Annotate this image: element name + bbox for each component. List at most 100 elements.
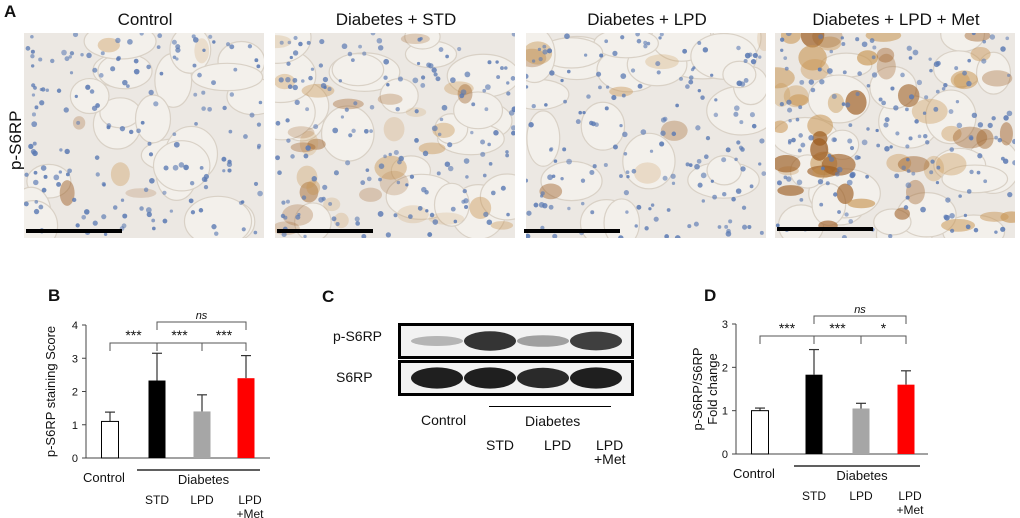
- nucleus: [178, 162, 185, 168]
- bar-lpd-met: [897, 384, 915, 454]
- stain-patch: [757, 33, 766, 52]
- nucleus: [318, 196, 324, 203]
- nucleus: [30, 148, 37, 155]
- nucleus: [148, 152, 154, 157]
- nucleus: [169, 209, 174, 213]
- nucleus: [211, 224, 217, 230]
- tubule: [479, 173, 515, 221]
- nucleus: [659, 33, 664, 37]
- stain-patch: [526, 48, 547, 68]
- nucleus: [671, 131, 677, 137]
- nucleus: [197, 72, 202, 78]
- nucleus: [101, 214, 107, 220]
- nucleus: [640, 129, 647, 135]
- nucleus: [461, 199, 466, 204]
- stain-patch: [775, 120, 788, 134]
- nucleus: [761, 171, 766, 176]
- nucleus: [713, 112, 719, 118]
- nucleus: [345, 160, 351, 166]
- tubule: [433, 182, 470, 227]
- nucleus: [948, 109, 954, 114]
- nucleus: [728, 219, 733, 224]
- nucleus: [528, 122, 534, 128]
- nucleus: [211, 80, 216, 86]
- nucleus: [841, 102, 846, 106]
- nucleus: [84, 209, 90, 215]
- nucleus: [94, 155, 100, 160]
- nucleus: [670, 173, 676, 179]
- band-p-s6rp-lane-2: [464, 331, 516, 351]
- nucleus: [277, 170, 282, 176]
- stain-patch: [898, 84, 920, 108]
- nucleus: [759, 230, 764, 235]
- x-label-std: STD: [145, 493, 169, 507]
- tubule: [404, 33, 441, 50]
- tubule: [580, 101, 626, 151]
- nucleus: [589, 169, 595, 175]
- nucleus: [214, 231, 219, 236]
- nucleus: [338, 79, 343, 83]
- tubule: [331, 53, 385, 87]
- nucleus: [229, 92, 235, 97]
- nucleus: [1005, 36, 1010, 41]
- nucleus: [564, 33, 570, 40]
- nucleus: [903, 205, 909, 210]
- nucleus: [526, 210, 532, 216]
- nucleus: [285, 199, 290, 204]
- nucleus: [34, 200, 39, 204]
- nucleus: [905, 107, 909, 112]
- nucleus: [542, 44, 547, 49]
- nucleus: [799, 79, 805, 85]
- nucleus: [419, 36, 423, 41]
- nucleus: [637, 83, 643, 89]
- nucleus: [31, 93, 36, 97]
- nucleus: [58, 170, 63, 174]
- band-p-s6rp-lane-1: [411, 336, 463, 346]
- nucleus: [115, 56, 121, 62]
- nucleus: [1000, 46, 1006, 52]
- nucleus: [294, 99, 300, 106]
- nucleus: [884, 146, 890, 152]
- nucleus: [779, 102, 784, 107]
- nucleus: [470, 130, 474, 135]
- nucleus: [969, 136, 974, 141]
- nucleus: [233, 67, 238, 72]
- nucleus: [414, 138, 419, 143]
- nucleus: [417, 205, 423, 211]
- nucleus: [741, 205, 747, 210]
- nucleus: [567, 206, 571, 211]
- nucleus: [171, 39, 177, 45]
- lane-label-std: STD: [486, 437, 514, 453]
- tubule: [183, 195, 253, 238]
- nucleus: [950, 228, 955, 233]
- panel-a-letter: A: [4, 2, 17, 21]
- nucleus: [435, 76, 441, 82]
- stain-patch: [299, 130, 319, 156]
- nucleus: [643, 40, 648, 45]
- nucleus: [889, 145, 893, 149]
- nucleus: [370, 33, 376, 36]
- scale-bar-diabetes-std: [277, 229, 373, 233]
- stain-patch: [970, 46, 991, 62]
- nucleus: [193, 37, 199, 43]
- nucleus: [201, 90, 206, 95]
- nucleus: [866, 127, 870, 131]
- stain-patch: [964, 33, 991, 42]
- nucleus: [420, 83, 426, 88]
- micrograph-diabetes-lpd: [526, 33, 766, 238]
- nucleus: [916, 79, 923, 86]
- nucleus: [322, 76, 329, 83]
- nucleus: [460, 89, 467, 96]
- nucleus: [100, 51, 105, 56]
- nucleus: [163, 165, 169, 171]
- stain-patch: [333, 212, 349, 229]
- nucleus: [690, 68, 695, 72]
- nucleus: [869, 38, 875, 43]
- stain-patch: [807, 114, 834, 137]
- nucleus: [222, 169, 226, 173]
- nucleus: [212, 40, 216, 44]
- nucleus: [994, 135, 998, 140]
- nucleus: [193, 92, 198, 97]
- nucleus: [643, 44, 648, 49]
- micrograph-texture: [775, 33, 1015, 238]
